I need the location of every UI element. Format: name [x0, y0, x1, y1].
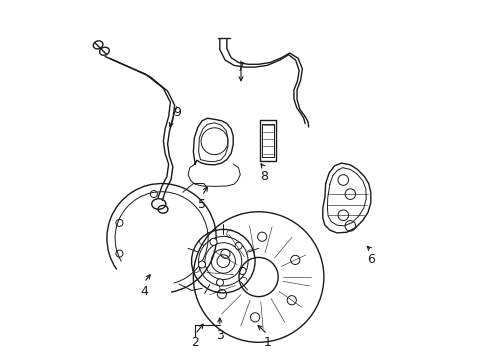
Text: 9: 9: [173, 107, 181, 120]
Circle shape: [216, 279, 223, 286]
Text: 2: 2: [191, 337, 199, 350]
Text: 5: 5: [198, 198, 206, 211]
Circle shape: [198, 261, 205, 268]
Text: 8: 8: [260, 170, 267, 183]
Text: 1: 1: [263, 337, 271, 350]
Circle shape: [235, 242, 242, 249]
Circle shape: [209, 238, 217, 246]
Text: 3: 3: [215, 329, 224, 342]
Text: 4: 4: [140, 285, 147, 298]
Text: 7: 7: [237, 60, 244, 73]
Text: 6: 6: [367, 253, 375, 266]
Circle shape: [239, 267, 245, 274]
